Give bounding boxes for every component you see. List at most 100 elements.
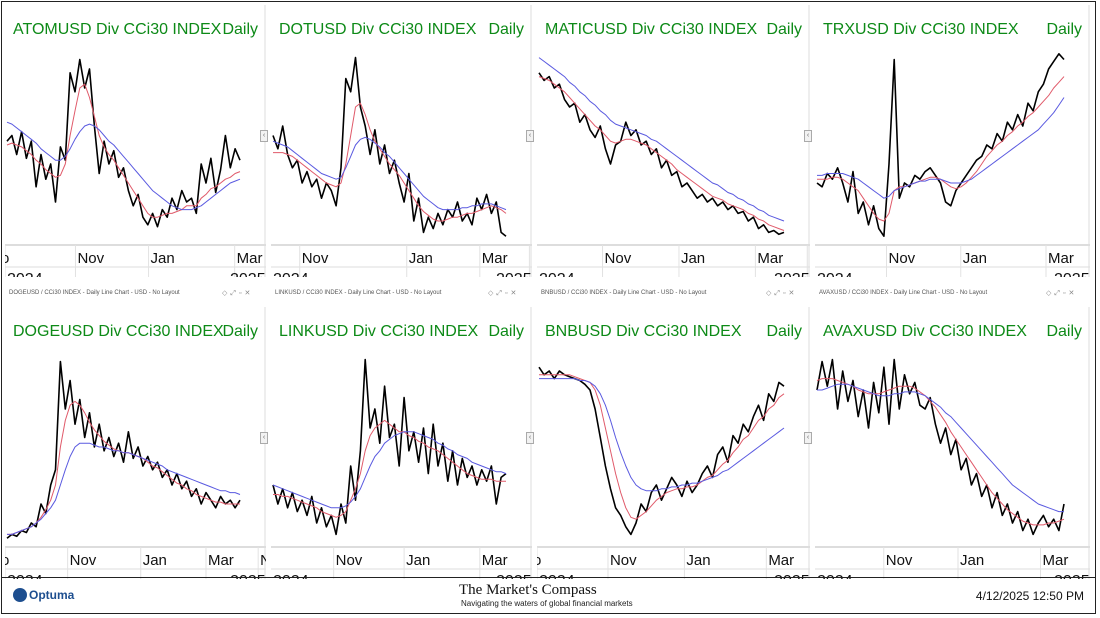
- chart-title: ATOMUSD Div CCi30 INDEX: [13, 21, 222, 38]
- chart-title: AVAXUSD Div CCi30 INDEX: [823, 323, 1027, 340]
- chart-frequency: Daily: [766, 323, 802, 340]
- panel-collapse-handle[interactable]: ‹: [526, 432, 534, 444]
- chart-frequency: Daily: [488, 21, 524, 38]
- panel-window-controls[interactable]: ◇⤢▫✕: [766, 290, 798, 297]
- series-line-ratio: [272, 358, 507, 536]
- chart-frequency: Daily: [222, 323, 258, 340]
- x-tick-label: Nov: [70, 552, 97, 569]
- chart-title: LINKUSD Div CCi30 INDEX: [279, 323, 479, 340]
- year-label-start: 2024: [7, 573, 43, 579]
- x-tick-label: Jan: [409, 250, 433, 267]
- x-tick-label: Mar: [1048, 250, 1074, 267]
- year-label-end: 2025: [774, 271, 810, 277]
- year-label-start: 2024: [817, 573, 853, 579]
- x-tick-label: Jan: [963, 250, 987, 267]
- year-label-end: 2025: [1054, 573, 1090, 579]
- series-line-fast-ma: [6, 83, 241, 218]
- x-tick-label: Mar: [482, 552, 508, 569]
- series-line-slow-ma: [7, 442, 241, 535]
- x-tick-label: o: [537, 552, 541, 569]
- panel-window-controls[interactable]: ◇⤢▫✕: [1046, 290, 1078, 297]
- panel-collapse-handle[interactable]: ‹: [526, 130, 534, 142]
- x-tick-label: Nov: [302, 250, 329, 267]
- chart-title: DOTUSD Div CCi30 INDEX: [279, 21, 477, 38]
- series-line-slow-ma: [817, 383, 1064, 513]
- series-line-fast-ma: [273, 102, 507, 222]
- x-tick-label: Nov: [610, 552, 637, 569]
- x-tick-label: Mar: [768, 552, 794, 569]
- chart-svg: oNovJanMarN202420250.0000011: [5, 307, 266, 579]
- series-line-slow-ma: [6, 121, 241, 211]
- chart-frequency: Daily: [488, 323, 524, 340]
- timestamp: 4/12/2025 12:50 PM: [975, 589, 1084, 603]
- optuma-logo-text: Optuma: [29, 588, 75, 602]
- series-line-ratio: [538, 72, 785, 236]
- chart-panel: NovJanMar202420250.0000011TRXUSD Div CCi…: [815, 5, 1090, 277]
- x-tick-label: Jan: [406, 552, 430, 569]
- x-tick-label: Nov: [77, 250, 104, 267]
- series-line-ratio: [816, 358, 1065, 536]
- panel-collapse-handle[interactable]: ‹: [804, 130, 812, 142]
- year-label-end: 2025: [230, 573, 266, 579]
- chart-panel: oNovJanMar202420250.0001439BNBUSD Div CC…: [537, 307, 810, 579]
- chart-caption: LINKUSD / CCi30 INDEX - Daily Line Chart…: [275, 290, 442, 296]
- x-tick-label: Mar: [1043, 552, 1069, 569]
- x-tick-label: Mar: [482, 250, 508, 267]
- x-tick-label: o: [5, 250, 9, 267]
- series-line-ratio: [272, 56, 507, 237]
- x-tick-label: Nov: [889, 250, 916, 267]
- series-line-slow-ma: [539, 378, 785, 492]
- chart-frequency: Daily: [766, 21, 802, 38]
- x-tick-label: Nov: [886, 552, 913, 569]
- footer: Optuma The Market's Compass Navigating t…: [1, 577, 1096, 615]
- series-line-ratio: [6, 58, 241, 228]
- panel-collapse-handle[interactable]: ‹: [260, 130, 268, 142]
- year-label-end: 2025: [1054, 271, 1090, 277]
- panel-collapse-handle[interactable]: ‹: [804, 432, 812, 444]
- series-line-ratio: [816, 52, 1065, 237]
- series-line-fast-ma: [539, 374, 785, 520]
- chart-svg: NovJanMar202420250.0000011: [815, 5, 1090, 277]
- year-label-end: 2025: [496, 573, 532, 579]
- x-tick-label: Mar: [757, 250, 783, 267]
- panel-window-controls[interactable]: ◇⤢▫✕: [488, 290, 520, 297]
- x-tick-label: N: [809, 250, 810, 267]
- chart-title: TRXUSD Div CCi30 INDEX: [823, 21, 1019, 38]
- chart-title: DOGEUSD Div CCi30 INDEX: [13, 323, 224, 340]
- chart-svg: NovJanMar202420250.0000071: [815, 307, 1090, 579]
- series-line-slow-ma: [538, 57, 785, 222]
- chart-caption: BNBUSD / CCi30 INDEX - Daily Line Chart …: [541, 290, 707, 296]
- optuma-logo-icon: [13, 588, 27, 602]
- x-tick-label: Jan: [143, 552, 167, 569]
- year-label-end: 2025: [230, 271, 266, 277]
- chart-title: MATICUSD Div CCi30 INDEX: [545, 21, 758, 38]
- series-line-fast-ma: [817, 76, 1065, 222]
- panel-window-controls[interactable]: ◇⤢▫✕: [222, 290, 254, 297]
- chart-caption: DOGEUSD / CCi30 INDEX - Daily Line Chart…: [9, 290, 180, 296]
- panel-collapse-handle[interactable]: ‹: [260, 432, 268, 444]
- chart-frequency: Daily: [1046, 21, 1082, 38]
- x-tick-label: Nov: [336, 552, 363, 569]
- chart-panel: oNovJanMarN202420250.0000011DOGEUSD Div …: [5, 307, 266, 579]
- optuma-logo: Optuma: [13, 588, 74, 602]
- chart-caption: AVAXUSD / CCi30 INDEX - Daily Line Chart…: [819, 290, 988, 296]
- chart-frequency: Daily: [1046, 323, 1082, 340]
- series-line-slow-ma: [272, 136, 507, 211]
- series-line-ratio: [6, 360, 241, 539]
- x-tick-label: Jan: [151, 250, 175, 267]
- chart-frequency: Daily: [222, 21, 258, 38]
- series-line-ratio: [538, 366, 785, 536]
- chart-svg: oNovJanMar202420250.0001439: [537, 307, 810, 579]
- year-label-start: 2024: [539, 573, 575, 579]
- brand-tagline: Navigating the waters of global financia…: [461, 599, 633, 608]
- series-line-fast-ma: [538, 76, 785, 231]
- x-tick-label: Jan: [960, 552, 984, 569]
- x-tick-label: Mar: [237, 250, 263, 267]
- year-label-end: 2025: [496, 271, 532, 277]
- year-label-start: 2024: [817, 271, 853, 277]
- x-tick-label: N: [260, 552, 266, 569]
- chart-svg: oNovJanMar202420250.0000011: [5, 5, 266, 277]
- x-tick-label: Nov: [605, 250, 632, 267]
- series-line-fast-ma: [273, 419, 506, 518]
